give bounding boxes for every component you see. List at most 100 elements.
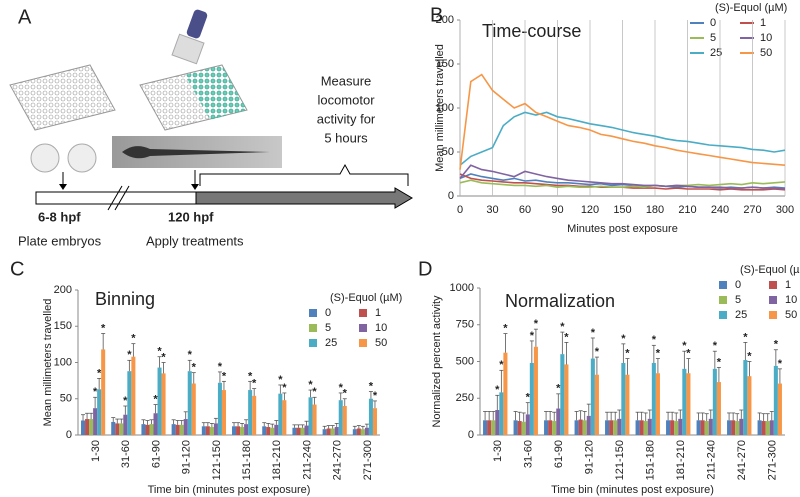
legend-label: 50 bbox=[375, 337, 387, 349]
bar bbox=[674, 421, 679, 435]
y-tick-label: 150 bbox=[436, 58, 454, 70]
error-bar bbox=[111, 417, 116, 422]
significance: * bbox=[252, 378, 257, 390]
bar bbox=[209, 427, 214, 435]
significance: * bbox=[278, 374, 283, 386]
significance: * bbox=[656, 347, 661, 359]
step-label: Plate embryos bbox=[18, 233, 102, 248]
y-tick-label: 100 bbox=[54, 356, 72, 368]
bar bbox=[503, 352, 508, 435]
note: locomotor bbox=[317, 92, 375, 107]
significance: * bbox=[123, 395, 128, 407]
bar bbox=[594, 374, 599, 435]
y-tick-label: 50 bbox=[60, 393, 72, 405]
bar bbox=[119, 423, 124, 435]
error-bar bbox=[217, 371, 222, 383]
bar bbox=[735, 421, 740, 435]
significance: * bbox=[652, 334, 657, 346]
bar bbox=[161, 373, 166, 435]
error-bar bbox=[372, 400, 377, 409]
error-bar bbox=[161, 362, 166, 374]
error-bar bbox=[209, 422, 214, 428]
legend-label: 5 bbox=[325, 322, 331, 334]
break bbox=[107, 185, 123, 211]
error-bar bbox=[643, 412, 648, 422]
error-bar bbox=[282, 392, 287, 401]
timeline-arrow bbox=[195, 187, 413, 209]
error-bar bbox=[651, 344, 656, 363]
significance: * bbox=[373, 390, 378, 402]
x-tick-label: 91-120 bbox=[584, 440, 596, 474]
x-tick-label: 181-210 bbox=[271, 440, 283, 480]
x-tick-label: 240 bbox=[711, 204, 729, 216]
error-bar bbox=[743, 341, 748, 361]
bar bbox=[777, 383, 782, 435]
bar bbox=[127, 371, 132, 435]
legend-label: 5 bbox=[735, 294, 741, 306]
bar bbox=[552, 421, 557, 435]
bar bbox=[655, 373, 660, 435]
bar bbox=[525, 414, 530, 435]
bar bbox=[666, 420, 671, 435]
y-tick-label: 1000 bbox=[450, 282, 474, 294]
bar bbox=[145, 424, 150, 435]
bar bbox=[236, 426, 241, 435]
error-bar bbox=[85, 412, 90, 420]
chart-title: Normalization bbox=[505, 291, 615, 311]
legend-swatch bbox=[309, 309, 317, 317]
error-bar bbox=[221, 380, 226, 391]
bar bbox=[544, 420, 549, 435]
bar bbox=[372, 408, 377, 435]
x-tick-label: 151-180 bbox=[241, 440, 253, 480]
error-bar bbox=[757, 412, 762, 421]
x-tick-label: 300 bbox=[776, 204, 794, 216]
error-bar bbox=[356, 425, 361, 429]
legend-swatch bbox=[769, 296, 777, 304]
legend-swatch bbox=[769, 311, 777, 319]
legend-label: 5 bbox=[710, 32, 716, 44]
y-tick-label: 200 bbox=[54, 284, 72, 296]
bar bbox=[574, 420, 579, 435]
x-tick-label: 0 bbox=[457, 204, 463, 216]
bar bbox=[560, 354, 565, 435]
larva bbox=[122, 146, 270, 159]
bar bbox=[183, 419, 188, 435]
error-bar bbox=[274, 420, 279, 425]
legend-label: 0 bbox=[735, 279, 741, 291]
y-axis-label: Normalized percent activity bbox=[431, 295, 443, 428]
significance: * bbox=[713, 340, 718, 352]
error-bar bbox=[735, 413, 740, 422]
bar bbox=[704, 421, 709, 435]
bar bbox=[499, 392, 504, 435]
bar bbox=[205, 426, 210, 435]
significance: * bbox=[534, 318, 539, 330]
error-bar bbox=[292, 424, 297, 428]
error-bar bbox=[548, 411, 553, 421]
bar bbox=[605, 420, 610, 435]
y-axis-label: Mean millimeters travelled bbox=[42, 299, 54, 427]
legend-swatch bbox=[719, 296, 727, 304]
chart-title: Time-course bbox=[482, 21, 581, 41]
y-tick-label: 100 bbox=[436, 102, 454, 114]
significance: * bbox=[564, 331, 569, 343]
panel-a: A Measure locomotor activity for 5 hours… bbox=[9, 6, 413, 248]
y-tick-label: 250 bbox=[456, 392, 474, 404]
bar bbox=[292, 427, 297, 435]
error-bar bbox=[525, 402, 530, 415]
note: 5 hours bbox=[324, 130, 368, 145]
treated-wells bbox=[185, 65, 247, 120]
error-bar bbox=[304, 420, 309, 426]
bar bbox=[89, 419, 94, 435]
error-bar bbox=[503, 333, 508, 353]
error-bar bbox=[655, 358, 660, 374]
bar bbox=[304, 425, 309, 435]
bar bbox=[115, 423, 120, 435]
significance: * bbox=[369, 380, 374, 392]
bar bbox=[101, 349, 106, 435]
time-label: 6-8 hpf bbox=[38, 209, 81, 224]
x-tick-label: 271-300 bbox=[767, 440, 779, 480]
bar bbox=[296, 427, 301, 435]
bar bbox=[213, 423, 218, 435]
significance: * bbox=[127, 349, 132, 361]
bracket bbox=[199, 163, 409, 186]
